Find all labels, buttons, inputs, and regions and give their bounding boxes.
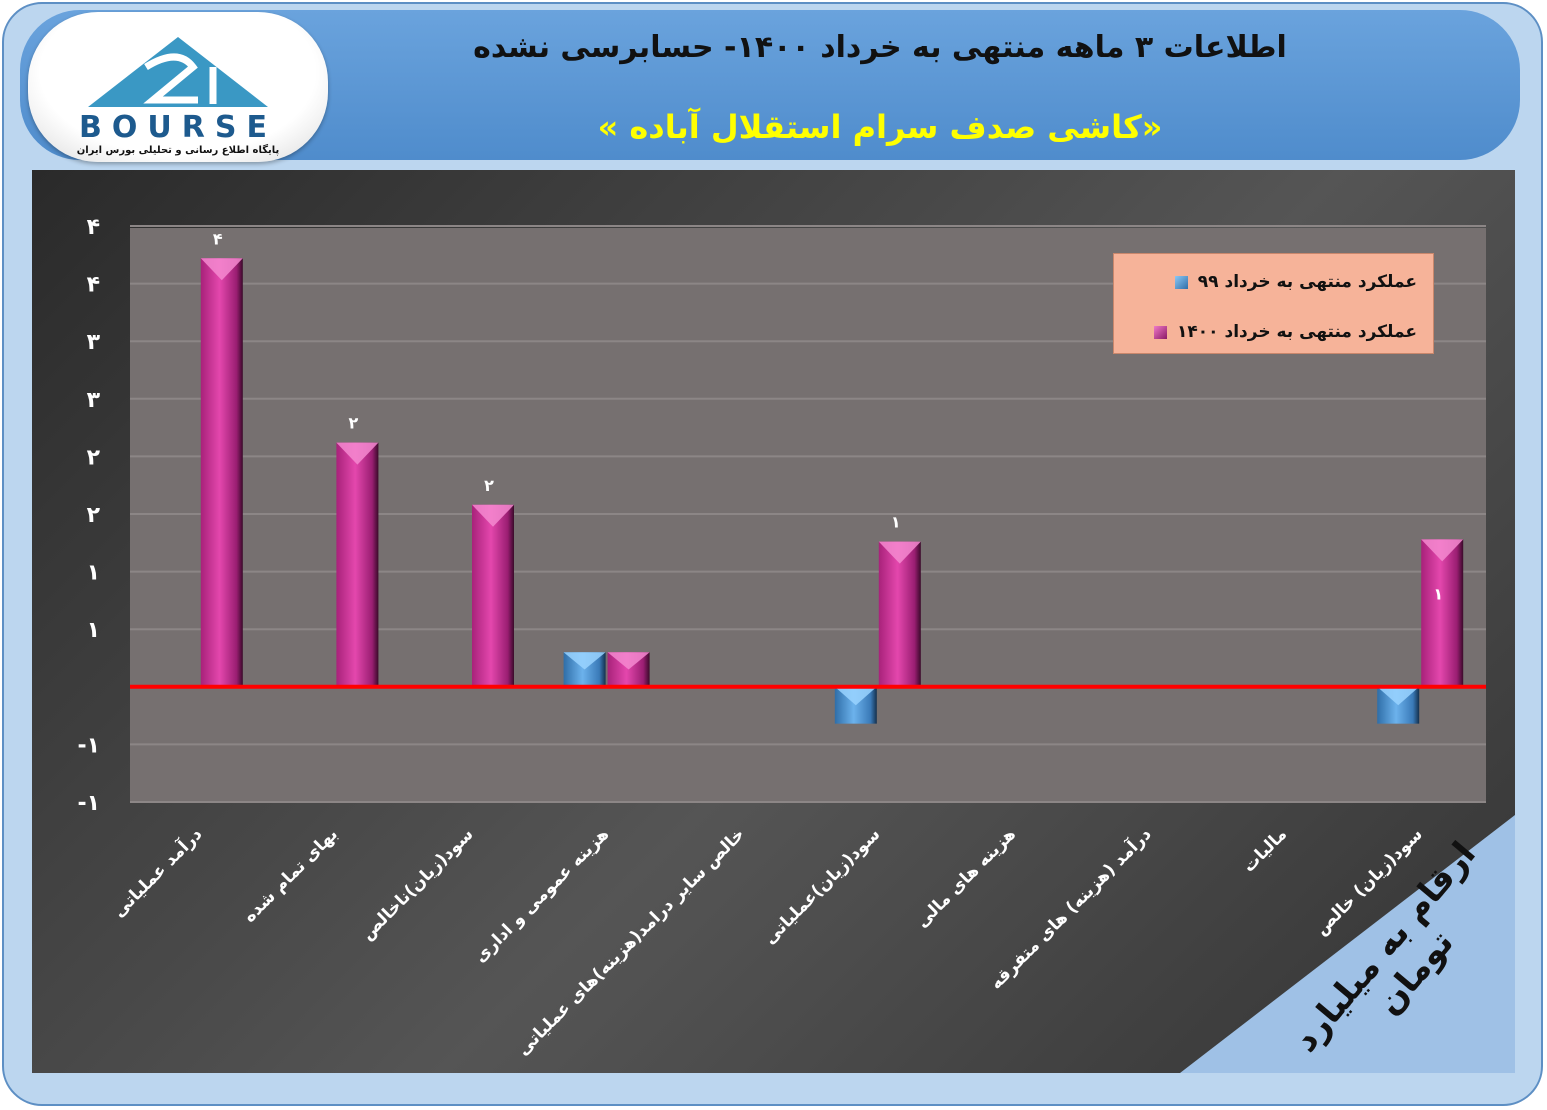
bar-cap: [336, 442, 379, 465]
x-tick-label: سود(زیان)عملیاتی: [760, 824, 884, 948]
bar-series-1400: [472, 504, 514, 687]
x-tick-label: هزینه های مالی: [912, 824, 1020, 932]
bar-cap: [563, 652, 606, 670]
legend-swatch-blue-icon: [1174, 275, 1188, 289]
bar-cap: [834, 686, 877, 706]
x-tick-label: درآمد (هزینه) های متفرقه: [985, 823, 1156, 994]
x-tick-label: هزینه عمومی و اداری: [471, 824, 613, 966]
y-tick-label: -۱: [77, 733, 100, 758]
logo-tagline: پایگاه اطلاع رسانی و تحلیلی بورس ایران: [76, 145, 280, 156]
data-label: ۱: [1433, 584, 1443, 603]
legend-label-99: عملکرد منتهی به خرداد ۹۹: [1197, 272, 1417, 292]
bar-series-1400: [1421, 539, 1464, 687]
y-tick-label: ۱: [87, 561, 100, 586]
x-tick-label: خالص سایر درامد(هزینه)های عملیاتی: [513, 824, 748, 1059]
logo-triangle-icon: [88, 37, 268, 107]
bar-series-1400: [200, 258, 243, 687]
data-label: ۲: [349, 414, 359, 433]
y-tick-label: ۳: [87, 330, 101, 355]
y-tick-label: ۲: [87, 503, 101, 528]
company-name: «کاشی صدف سرام استقلال آباده »: [597, 108, 1163, 146]
y-tick-label: ۱: [87, 618, 100, 643]
bar-cap: [607, 652, 650, 670]
y-tick-label: ۳: [87, 388, 101, 413]
data-label: ۴: [213, 229, 223, 248]
bar-series-1400: [878, 541, 921, 687]
x-tick-label: مالیات: [1239, 824, 1291, 876]
bar-cap: [472, 504, 514, 527]
data-label: ۱: [891, 513, 901, 532]
bar-cap: [200, 258, 243, 281]
y-tick-label: ۲: [87, 445, 101, 470]
y-tick-label: ۴: [87, 273, 100, 298]
page-title: اطلاعات ۳ ماهه منتهی به خرداد ۱۴۰۰- حساب…: [473, 30, 1287, 65]
logo: BOURSE پایگاه اطلاع رسانی و تحلیلی بورس …: [28, 12, 328, 162]
legend-item-99: عملکرد منتهی به خرداد ۹۹: [1174, 272, 1417, 292]
legend-item-1400: عملکرد منتهی به خرداد ۱۴۰۰: [1154, 322, 1417, 342]
bar-series-1400: [336, 442, 379, 687]
legend-swatch-pink-icon: [1154, 325, 1168, 339]
bar-cap: [1377, 686, 1420, 706]
legend-label-1400: عملکرد منتهی به خرداد ۱۴۰۰: [1177, 322, 1417, 342]
bar-cap: [1421, 539, 1464, 562]
y-tick-label: -۱: [77, 791, 100, 816]
x-tick-label: سود(زیان)ناخالص: [358, 824, 478, 944]
x-tick-label: درآمد عملیاتی: [108, 823, 207, 922]
x-tick-label: بهای تمام شده: [240, 824, 342, 926]
legend: عملکرد منتهی به خرداد ۹۹ عملکرد منتهی به…: [1113, 253, 1434, 354]
data-label: ۲: [484, 476, 494, 495]
bar-cap: [878, 541, 921, 564]
y-tick-label: ۴: [87, 215, 100, 240]
logo-word: BOURSE: [79, 110, 277, 145]
